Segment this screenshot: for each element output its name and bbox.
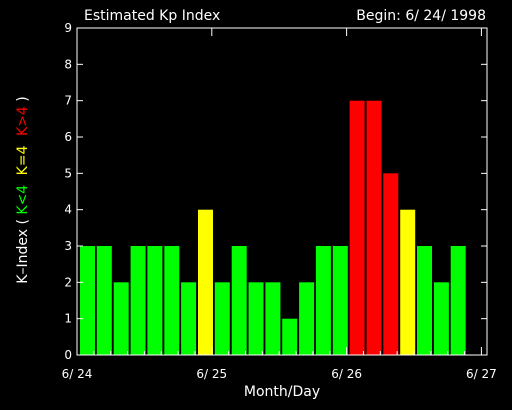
x-axis-label: Month/Day: [244, 384, 320, 400]
y-tick-label: 2: [64, 275, 72, 289]
y-tick-label: 4: [64, 203, 72, 217]
kp-bar: [164, 246, 180, 355]
kp-bar: [130, 246, 146, 355]
y-axis-label: K–Index ( K<4 K=4 K>4 ): [15, 96, 31, 283]
bars: [80, 100, 466, 355]
kp-bar: [214, 282, 230, 355]
begin-date: Begin: 6/ 24/ 1998: [356, 8, 486, 24]
kp-bar: [299, 282, 315, 355]
y-axis-label-mid: K=4: [15, 145, 31, 175]
kp-bar: [113, 282, 129, 355]
kp-bar: [417, 246, 432, 355]
y-tick-label: 7: [64, 94, 72, 108]
kp-bar: [366, 100, 382, 355]
kp-bar: [450, 246, 466, 355]
kp-bar: [181, 282, 197, 355]
kp-bar: [147, 246, 163, 355]
y-tick-label: 0: [64, 348, 72, 362]
y-tick-label: 1: [64, 312, 72, 326]
kp-bar: [265, 282, 281, 355]
y-axis-label-prefix: K–Index (: [15, 215, 31, 284]
kp-bar: [96, 246, 112, 355]
y-tick-label: 8: [64, 57, 72, 71]
x-tick-label: 6/ 26: [331, 367, 362, 381]
kp-bar: [198, 209, 213, 355]
kp-bar: [282, 318, 298, 355]
x-axis: 6/ 24 6/ 25 6/ 26 6/ 27: [62, 28, 497, 381]
kp-bar: [248, 282, 264, 355]
x-tick-label: 6/ 24: [62, 367, 93, 381]
y-axis-label-low: K<4: [15, 185, 31, 215]
kp-bar: [383, 173, 399, 355]
kp-bar: [433, 282, 449, 355]
kp-bar: [80, 246, 95, 355]
y-axis-label-suffix: ): [15, 96, 31, 101]
plot-frame: [76, 27, 488, 356]
x-tick-label: 6/ 27: [466, 367, 497, 381]
kp-bar: [231, 246, 247, 355]
y-tick-label: 5: [64, 166, 72, 180]
y-tick-label: 9: [64, 21, 72, 35]
x-tick-label: 6/ 25: [196, 367, 227, 381]
y-axis-label-high: K>4: [15, 106, 31, 136]
y-tick-label: 6: [64, 130, 72, 144]
kp-bar: [400, 209, 416, 355]
chart-title: Estimated Kp Index: [84, 8, 220, 24]
kp-bar: [315, 246, 331, 355]
kp-bar: [332, 246, 348, 355]
y-tick-label: 3: [64, 239, 72, 253]
kp-bar: [349, 100, 365, 355]
